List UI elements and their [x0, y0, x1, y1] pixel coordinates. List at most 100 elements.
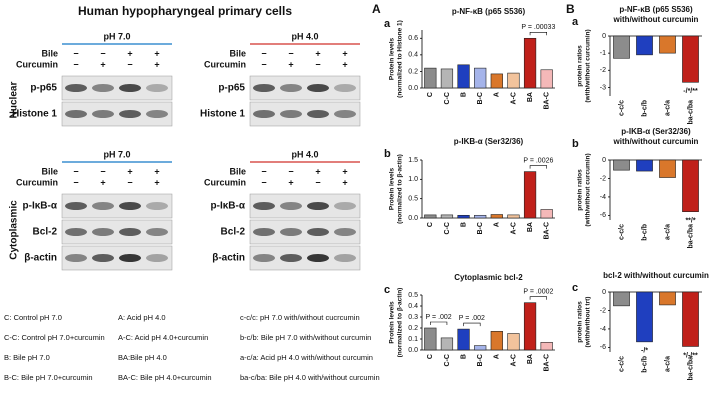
treatment-sign: +: [100, 177, 105, 187]
blot-band: [280, 254, 302, 262]
panel-letter: b: [572, 138, 579, 150]
treatment-sign: −: [261, 48, 266, 58]
treatment-sign: +: [154, 59, 159, 69]
treatment-sign: −: [288, 166, 293, 176]
x-tick-label: BA: [527, 354, 534, 364]
bar: [613, 291, 630, 307]
bar: [659, 35, 676, 54]
x-tick-label: BA-C: [544, 354, 551, 372]
blot-band: [253, 202, 275, 210]
bar: [474, 345, 487, 351]
legend-text: C: Control pH 7.0: [4, 313, 62, 322]
blot-band: [280, 228, 302, 236]
y-tick-label: 0.6: [408, 35, 418, 42]
y-tick-label: 0.4: [408, 52, 418, 59]
blot-band: [92, 228, 114, 236]
bar: [474, 67, 487, 89]
treatment-sign: +: [127, 166, 132, 176]
blot-band: [65, 202, 87, 210]
x-tick-label: a-c/a: [664, 100, 671, 116]
treatment-label: Curcumin: [204, 177, 246, 187]
protein-label: p-p65: [30, 83, 57, 94]
chart-title: with/without curcumin: [613, 137, 699, 146]
chart-title: p-IKB-α (Ser32/36): [454, 137, 524, 146]
y-axis-label: protein ratios: [577, 45, 584, 87]
ph-label: pH 4.0: [291, 149, 318, 159]
chart-title: with/without curcumin: [613, 15, 699, 24]
treatment-sign: −: [261, 166, 266, 176]
blot-band: [253, 254, 275, 262]
bar: [440, 68, 454, 89]
treatment-sign: −: [73, 166, 78, 176]
treatment-sign: +: [288, 59, 293, 69]
x-tick-label: ba-c/ba: [687, 356, 694, 381]
blot-band: [307, 84, 329, 92]
blot-band: [146, 202, 168, 210]
bar: [682, 35, 699, 83]
treatment-label: Curcumin: [204, 59, 246, 69]
blot-band: [146, 84, 168, 92]
bar: [523, 302, 537, 351]
significance-bracket: [463, 322, 481, 327]
bar: [636, 35, 653, 56]
treatment-sign: −: [288, 48, 293, 58]
treatment-label: Bile: [41, 48, 58, 58]
legend-text: ba-c/ba: Bile pH 4.0 with/without curcum…: [240, 373, 380, 382]
blot-band: [334, 84, 356, 92]
x-tick-label: ba-c/ba: [687, 224, 694, 249]
y-tick-label: -4: [600, 194, 606, 201]
x-tick-label: C-C: [444, 222, 451, 234]
treatment-sign: +: [342, 59, 347, 69]
x-tick-label: C-C: [444, 92, 451, 104]
y-tick-label: -6: [600, 344, 606, 351]
blot-band: [92, 202, 114, 210]
significance-bracket: [529, 31, 547, 36]
y-axis-label: Protein levels: [389, 167, 396, 210]
panel-label: A: [372, 2, 381, 16]
x-tick-label: a-c/a: [664, 356, 671, 372]
treatment-label: Curcumin: [16, 59, 58, 69]
x-tick-label: B: [460, 222, 467, 227]
treatment-sign: −: [100, 166, 105, 176]
x-tick-label: B-C: [477, 92, 484, 104]
blot-band: [92, 254, 114, 262]
annotation: */-/**: [683, 352, 698, 359]
annotation: P = .0026: [523, 157, 553, 164]
blot-band: [92, 84, 114, 92]
blot-band: [334, 228, 356, 236]
x-tick-label: c-c/c: [618, 224, 625, 240]
y-axis-label: protein ratios: [577, 169, 584, 211]
y-axis-label: (with/without curcumin): [585, 29, 592, 102]
protein-label: β-actin: [24, 253, 57, 264]
section-label: Nuclear: [9, 82, 20, 119]
legend-text: A: Acid pH 4.0: [118, 313, 166, 322]
panel-letter: a: [572, 16, 579, 28]
treatment-sign: −: [127, 177, 132, 187]
treatment-sign: +: [154, 166, 159, 176]
bar: [613, 159, 630, 171]
treatment-sign: −: [127, 59, 132, 69]
treatment-sign: +: [315, 166, 320, 176]
y-axis-label: (with/without curcumin): [585, 153, 592, 226]
significance-bracket: [529, 296, 547, 300]
blot-band: [65, 254, 87, 262]
chart-title: bcl-2 with/without curcumin: [603, 271, 709, 280]
x-tick-label: A: [494, 354, 501, 359]
chart-title: p-NF-κB (p65 S536): [619, 5, 693, 14]
annotation: P = .0002: [523, 289, 553, 296]
panel-letter: c: [572, 282, 578, 294]
section-label: Cytoplasmic: [9, 200, 20, 260]
figure-title: Human hypopharyngeal primary cells: [78, 4, 292, 18]
legend-text: a-c/a: Acid pH 4.0 with/without curcumin: [240, 353, 373, 362]
treatment-sign: +: [127, 48, 132, 58]
ph-label: pH 4.0: [291, 31, 318, 41]
ph-label: pH 7.0: [103, 149, 130, 159]
x-tick-label: A: [494, 92, 501, 97]
bar: [440, 214, 454, 219]
y-tick-label: 0.2: [408, 68, 418, 75]
blot: [249, 193, 361, 219]
x-tick-label: b-c/b: [641, 224, 648, 241]
y-tick-label: 0.4: [408, 303, 418, 310]
treatment-sign: −: [73, 177, 78, 187]
